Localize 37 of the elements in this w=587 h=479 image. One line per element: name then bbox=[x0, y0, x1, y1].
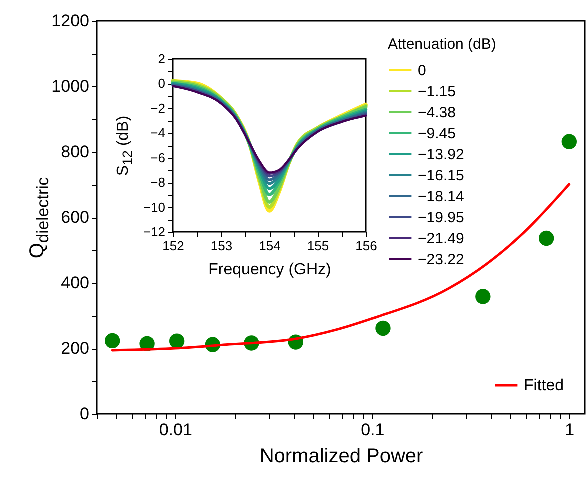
x-axis-title: Frequency (GHz) bbox=[208, 262, 332, 278]
legend-label: −13.92 bbox=[418, 146, 464, 164]
legend-label: −18.14 bbox=[418, 188, 464, 206]
y-tick-label: −12 bbox=[143, 224, 166, 240]
legend-title: Attenuation (dB) bbox=[388, 36, 496, 53]
legend-label: −4.38 bbox=[418, 104, 456, 122]
legend-label: −1.15 bbox=[418, 84, 456, 100]
y-tick-label: 800 bbox=[61, 142, 90, 162]
x-tick-label: 0.01 bbox=[159, 420, 192, 440]
legend-label: 0 bbox=[418, 62, 426, 80]
y-tick-label: 1200 bbox=[52, 12, 90, 30]
y-tick-label: 0 bbox=[80, 404, 90, 424]
legend-label: Fitted bbox=[524, 378, 564, 394]
legend-label: −16.15 bbox=[418, 168, 464, 184]
x-tick-label: 153 bbox=[210, 238, 233, 254]
legend-label: −9.45 bbox=[418, 126, 456, 142]
x-tick-label: 152 bbox=[162, 238, 184, 254]
y-tick-label: −8 bbox=[150, 175, 166, 190]
y-tick-label: −4 bbox=[150, 126, 166, 141]
legend-label: −23.22 bbox=[418, 252, 464, 268]
x-tick-label: 155 bbox=[307, 238, 330, 254]
x-tick-label: 0.1 bbox=[361, 420, 385, 440]
legend-label: −19.95 bbox=[418, 210, 464, 226]
x-tick-label: 154 bbox=[259, 238, 281, 254]
y-tick-label: 0 bbox=[158, 76, 166, 92]
x-axis-title: Normalized Power bbox=[260, 446, 424, 468]
x-tick-label: 156 bbox=[356, 238, 378, 254]
legend-label: −21.49 bbox=[418, 230, 464, 248]
x-tick-label: 1 bbox=[565, 420, 575, 440]
y-tick-label: −6 bbox=[150, 150, 166, 166]
y-tick-label: −2 bbox=[150, 100, 166, 116]
y-tick-label: 600 bbox=[61, 208, 90, 227]
y-tick-label: 200 bbox=[61, 339, 90, 358]
y-tick-label: 400 bbox=[61, 274, 90, 292]
y-tick-label: 2 bbox=[158, 52, 166, 66]
y-tick-label: 1000 bbox=[52, 77, 90, 96]
y-tick-label: −10 bbox=[143, 200, 166, 215]
